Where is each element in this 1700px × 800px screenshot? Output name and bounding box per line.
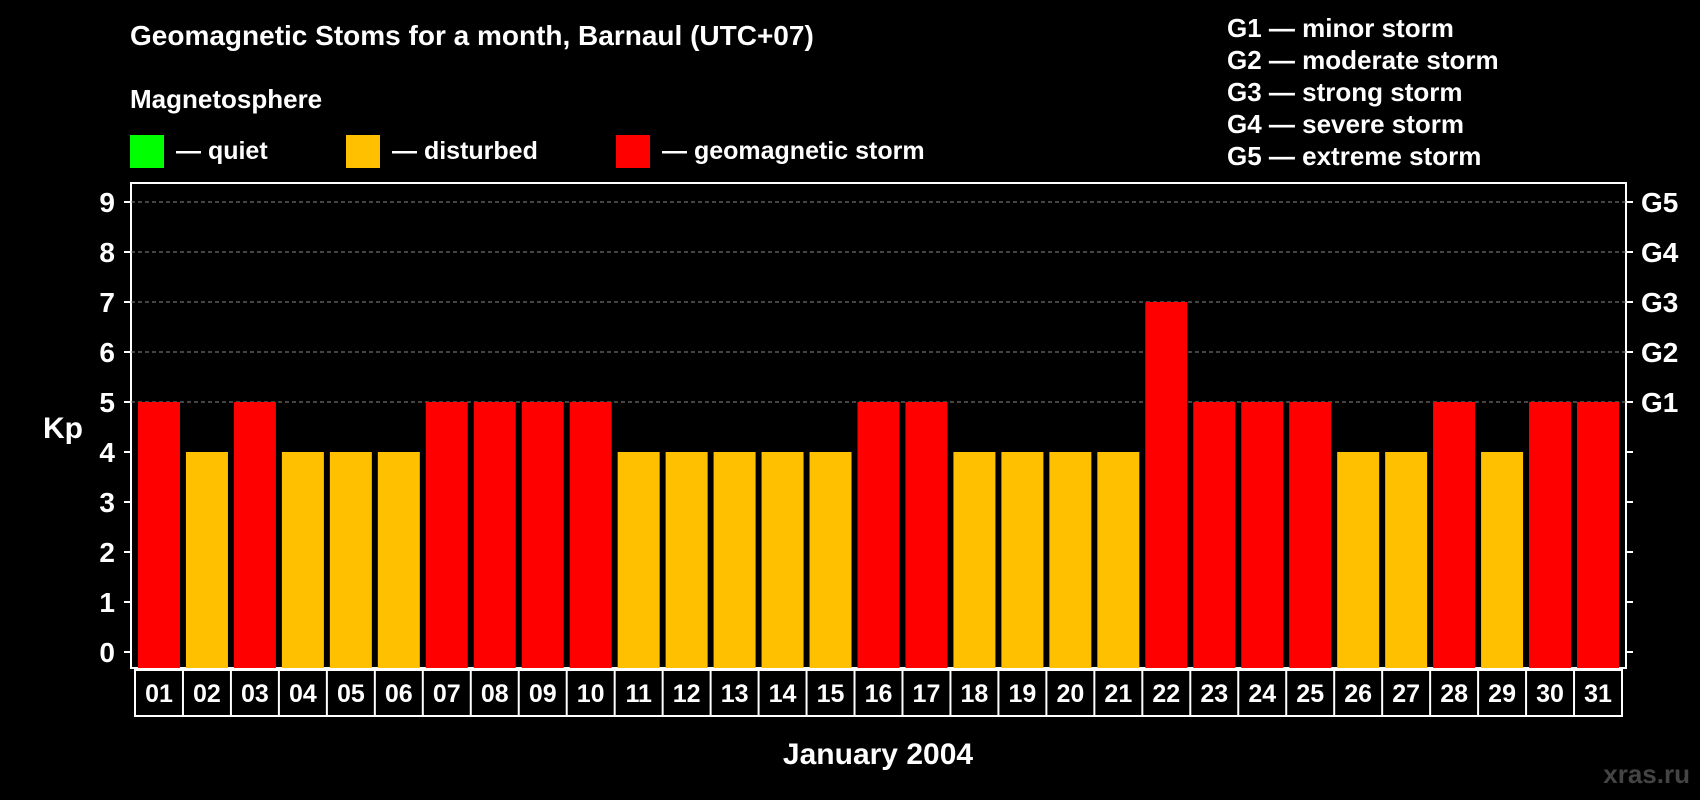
y-tick-label: 7: [99, 287, 115, 318]
x-axis-label: January 2004: [783, 738, 973, 771]
kp-bar: [137, 402, 180, 668]
kp-bar: [665, 452, 708, 668]
kp-bar: [1529, 402, 1572, 668]
x-tick-label: 12: [673, 680, 701, 708]
x-tick-label: 06: [385, 680, 413, 708]
x-tick-label: 04: [289, 680, 317, 708]
chart-title: Geomagnetic Stoms for a month, Barnaul (…: [130, 20, 814, 51]
x-tick-label: 08: [481, 680, 509, 708]
x-tick-label: 07: [433, 680, 461, 708]
g-axis-label: G1: [1641, 387, 1678, 418]
kp-bar: [329, 452, 372, 668]
g-scale-item: G3 — strong storm: [1227, 77, 1463, 107]
kp-bar: [185, 452, 228, 668]
legend-quiet-label: — quiet: [176, 136, 268, 165]
x-tick-label: 24: [1248, 680, 1276, 708]
y-tick-label: 2: [99, 537, 115, 568]
kp-bar: [905, 402, 948, 668]
watermark: xras.ru: [1603, 759, 1690, 789]
y-axis-label: Kp: [43, 412, 83, 445]
y-tick-label: 5: [99, 387, 115, 418]
x-tick-label: 03: [241, 680, 269, 708]
x-tick-label: 28: [1440, 680, 1468, 708]
kp-bar: [1097, 452, 1140, 668]
x-tick-label: 17: [913, 680, 941, 708]
kp-bar: [1049, 452, 1092, 668]
x-tick-label: 22: [1152, 680, 1180, 708]
x-tick-label: 10: [577, 680, 605, 708]
kp-bar: [1289, 402, 1332, 668]
g-axis-label: G4: [1641, 237, 1679, 268]
x-tick-label: 25: [1296, 680, 1324, 708]
kp-bar: [1577, 402, 1620, 668]
kp-bar: [473, 402, 516, 668]
g-scale-item: G1 — minor storm: [1227, 13, 1454, 43]
x-tick-label: 05: [337, 680, 365, 708]
x-tick-label: 09: [529, 680, 557, 708]
legend-heading: Magnetosphere: [130, 84, 323, 114]
x-tick-label: 21: [1104, 680, 1132, 708]
x-tick-label: 29: [1488, 680, 1516, 708]
kp-bar: [1481, 452, 1524, 668]
g-axis-label: G3: [1641, 287, 1678, 318]
g-axis-label: G5: [1641, 187, 1678, 218]
kp-bar: [761, 452, 804, 668]
kp-bar: [569, 402, 612, 668]
kp-bar: [857, 402, 900, 668]
g-scale-item: G4 — severe storm: [1227, 109, 1465, 139]
y-tick-label: 4: [99, 437, 115, 468]
legend-quiet: — quiet: [130, 134, 268, 168]
x-tick-label: 26: [1344, 680, 1372, 708]
y-tick-label: 1: [99, 587, 115, 618]
legend-storm: — geomagnetic storm: [616, 134, 925, 168]
kp-bar: [521, 402, 564, 668]
g-scale-item: G2 — moderate storm: [1227, 45, 1499, 75]
kp-bar: [233, 402, 276, 668]
kp-bar: [1193, 402, 1236, 668]
x-tick-label: 02: [193, 680, 221, 708]
x-tick-label: 31: [1584, 680, 1612, 708]
x-tick-label: 19: [1008, 680, 1036, 708]
legend-storm-label: — geomagnetic storm: [662, 136, 925, 165]
x-label-frame: [134, 669, 1623, 717]
kp-bar: [1145, 302, 1188, 668]
y-tick-label: 9: [99, 187, 115, 218]
legend-disturbed: — disturbed: [346, 134, 538, 168]
x-tick-label: 15: [817, 680, 845, 708]
y-tick-label: 3: [99, 487, 115, 518]
kp-bar: [1241, 402, 1284, 668]
x-tick-label: 14: [769, 680, 797, 708]
kp-bar: [713, 452, 756, 668]
x-tick-label: 27: [1392, 680, 1420, 708]
kp-bar: [377, 452, 420, 668]
kp-bar: [281, 452, 324, 668]
x-tick-label: 11: [625, 680, 652, 708]
x-tick-label: 20: [1056, 680, 1084, 708]
kp-bar: [1001, 452, 1044, 668]
legend-disturbed-label: — disturbed: [392, 136, 538, 165]
x-tick-label: 13: [721, 680, 749, 708]
x-tick-label: 18: [961, 680, 989, 708]
kp-bar: [1337, 452, 1380, 668]
x-tick-label: 23: [1200, 680, 1228, 708]
y-tick-label: 0: [99, 637, 115, 668]
kp-bar: [617, 452, 660, 668]
legend-disturbed-swatch: [346, 134, 380, 168]
kp-bar: [809, 452, 852, 668]
g-scale-legend: G1 — minor storm G2 — moderate storm G3 …: [1227, 12, 1499, 172]
g-axis-label: G2: [1641, 337, 1678, 368]
x-tick-label: 01: [145, 680, 173, 708]
kp-bar: [1385, 452, 1428, 668]
y-tick-label: 8: [99, 237, 115, 268]
x-tick-label: 16: [865, 680, 893, 708]
kp-bar: [953, 452, 996, 668]
legend-quiet-swatch: [130, 134, 164, 168]
kp-bar: [425, 402, 468, 668]
g-scale-item: G5 — extreme storm: [1227, 141, 1482, 171]
y-tick-label: 6: [99, 337, 115, 368]
legend-storm-swatch: [616, 134, 650, 168]
kp-bar: [1433, 402, 1476, 668]
x-tick-label: 30: [1536, 680, 1564, 708]
